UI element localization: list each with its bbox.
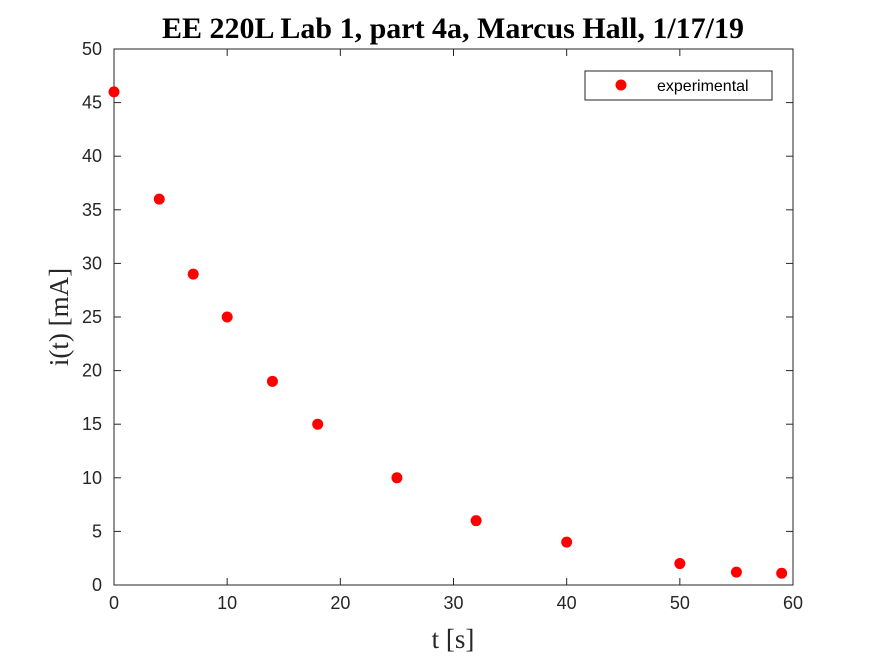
data-point: [187, 268, 199, 280]
y-tick-label: 50: [82, 39, 102, 59]
x-tick-label: 40: [557, 593, 577, 613]
legend-marker: [615, 79, 627, 91]
data-point: [153, 193, 165, 205]
data-point: [470, 515, 482, 527]
y-tick-label: 20: [82, 361, 102, 381]
y-tick-label: 30: [82, 253, 102, 273]
y-tick-label: 0: [92, 575, 102, 595]
x-tick-label: 60: [783, 593, 803, 613]
data-point: [561, 536, 573, 548]
data-point: [391, 472, 403, 484]
y-tick-label: 45: [82, 93, 102, 113]
y-tick-label: 5: [92, 521, 102, 541]
data-point: [730, 566, 742, 578]
y-axis-label: i(t) [mA]: [44, 268, 74, 366]
y-tick-label: 35: [82, 200, 102, 220]
y-tick-label: 10: [82, 468, 102, 488]
data-point: [674, 558, 686, 570]
data-point: [108, 86, 120, 98]
data-point: [266, 375, 278, 387]
y-tick-label: 25: [82, 307, 102, 327]
x-tick-label: 20: [330, 593, 350, 613]
legend-label: experimental: [657, 78, 749, 95]
x-axis-ticks: 0 10 20 30 40 50 60: [109, 49, 803, 613]
y-axis-ticks: 0 5 10 15 20 25 30 35 40 45 50: [82, 39, 793, 595]
y-tick-label: 40: [82, 146, 102, 166]
data-point: [776, 567, 788, 579]
x-tick-label: 50: [670, 593, 690, 613]
data-points: [108, 86, 788, 579]
x-axis-label: t [s]: [432, 624, 475, 654]
data-point: [221, 311, 233, 323]
y-tick-label: 15: [82, 414, 102, 434]
x-tick-label: 10: [217, 593, 237, 613]
chart-title: EE 220L Lab 1, part 4a, Marcus Hall, 1/1…: [162, 12, 744, 45]
x-tick-label: 30: [443, 593, 463, 613]
x-tick-label: 0: [109, 593, 119, 613]
data-point: [312, 418, 324, 430]
plot-area: [113, 48, 794, 586]
legend: experimental: [584, 70, 773, 101]
